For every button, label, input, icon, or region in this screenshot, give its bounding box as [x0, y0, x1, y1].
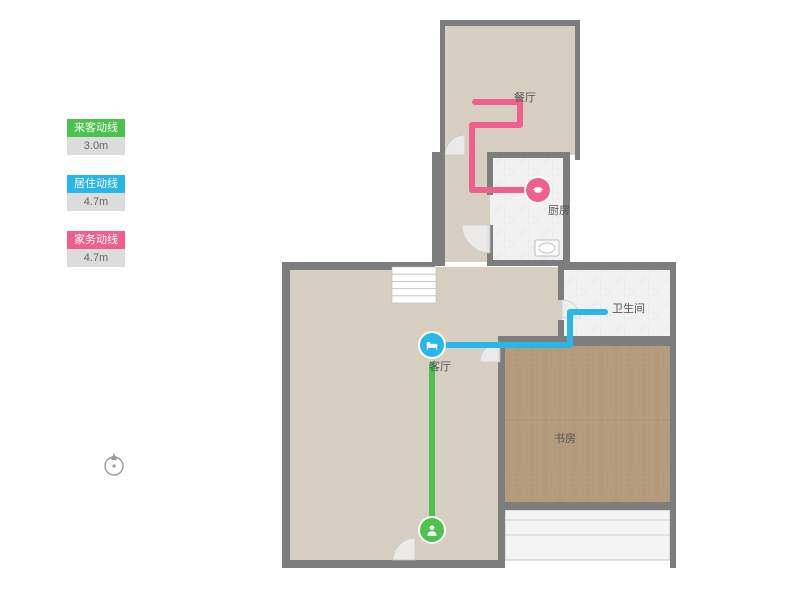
route-icon-chore [526, 178, 550, 202]
route-icon-guest [420, 518, 444, 542]
legend-0: 来客动线3.0m [67, 119, 125, 155]
floorplan-stage: 餐厅厨房卫生间客厅书房来客动线3.0m居住动线4.7m家务动线4.7m [0, 0, 800, 600]
room-floor-书房 [505, 343, 670, 508]
legend-label: 来客动线 [67, 119, 125, 137]
legend-2: 家务动线4.7m [67, 231, 125, 267]
legend-value: 4.7m [67, 249, 125, 267]
room-floor-卫生间 [562, 267, 670, 338]
route-icon-living [420, 333, 444, 357]
floorplan-svg [0, 0, 800, 600]
legend-label: 家务动线 [67, 231, 125, 249]
legend-value: 4.7m [67, 193, 125, 211]
legend-value: 3.0m [67, 137, 125, 155]
legend-1: 居住动线4.7m [67, 175, 125, 211]
compass-icon [100, 450, 128, 483]
legend-label: 居住动线 [67, 175, 125, 193]
